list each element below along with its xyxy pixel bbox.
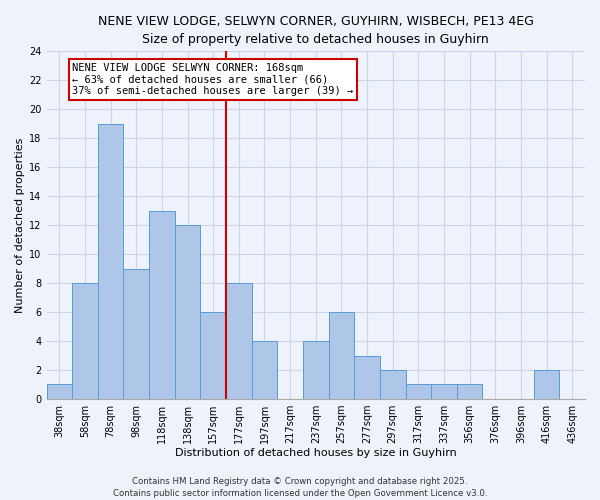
- Bar: [431, 384, 457, 399]
- Bar: [149, 210, 175, 399]
- Bar: [534, 370, 559, 399]
- Bar: [124, 268, 149, 399]
- Bar: [303, 341, 329, 399]
- Bar: [98, 124, 124, 399]
- Bar: [406, 384, 431, 399]
- Bar: [251, 341, 277, 399]
- Bar: [47, 384, 72, 399]
- Bar: [175, 225, 200, 399]
- Bar: [226, 283, 251, 399]
- Y-axis label: Number of detached properties: Number of detached properties: [15, 138, 25, 313]
- Bar: [329, 312, 354, 399]
- Text: Contains HM Land Registry data © Crown copyright and database right 2025.
Contai: Contains HM Land Registry data © Crown c…: [113, 476, 487, 498]
- X-axis label: Distribution of detached houses by size in Guyhirn: Distribution of detached houses by size …: [175, 448, 457, 458]
- Bar: [380, 370, 406, 399]
- Bar: [354, 356, 380, 399]
- Bar: [457, 384, 482, 399]
- Text: NENE VIEW LODGE SELWYN CORNER: 168sqm
← 63% of detached houses are smaller (66)
: NENE VIEW LODGE SELWYN CORNER: 168sqm ← …: [72, 63, 353, 96]
- Title: NENE VIEW LODGE, SELWYN CORNER, GUYHIRN, WISBECH, PE13 4EG
Size of property rela: NENE VIEW LODGE, SELWYN CORNER, GUYHIRN,…: [98, 15, 534, 46]
- Bar: [72, 283, 98, 399]
- Bar: [200, 312, 226, 399]
